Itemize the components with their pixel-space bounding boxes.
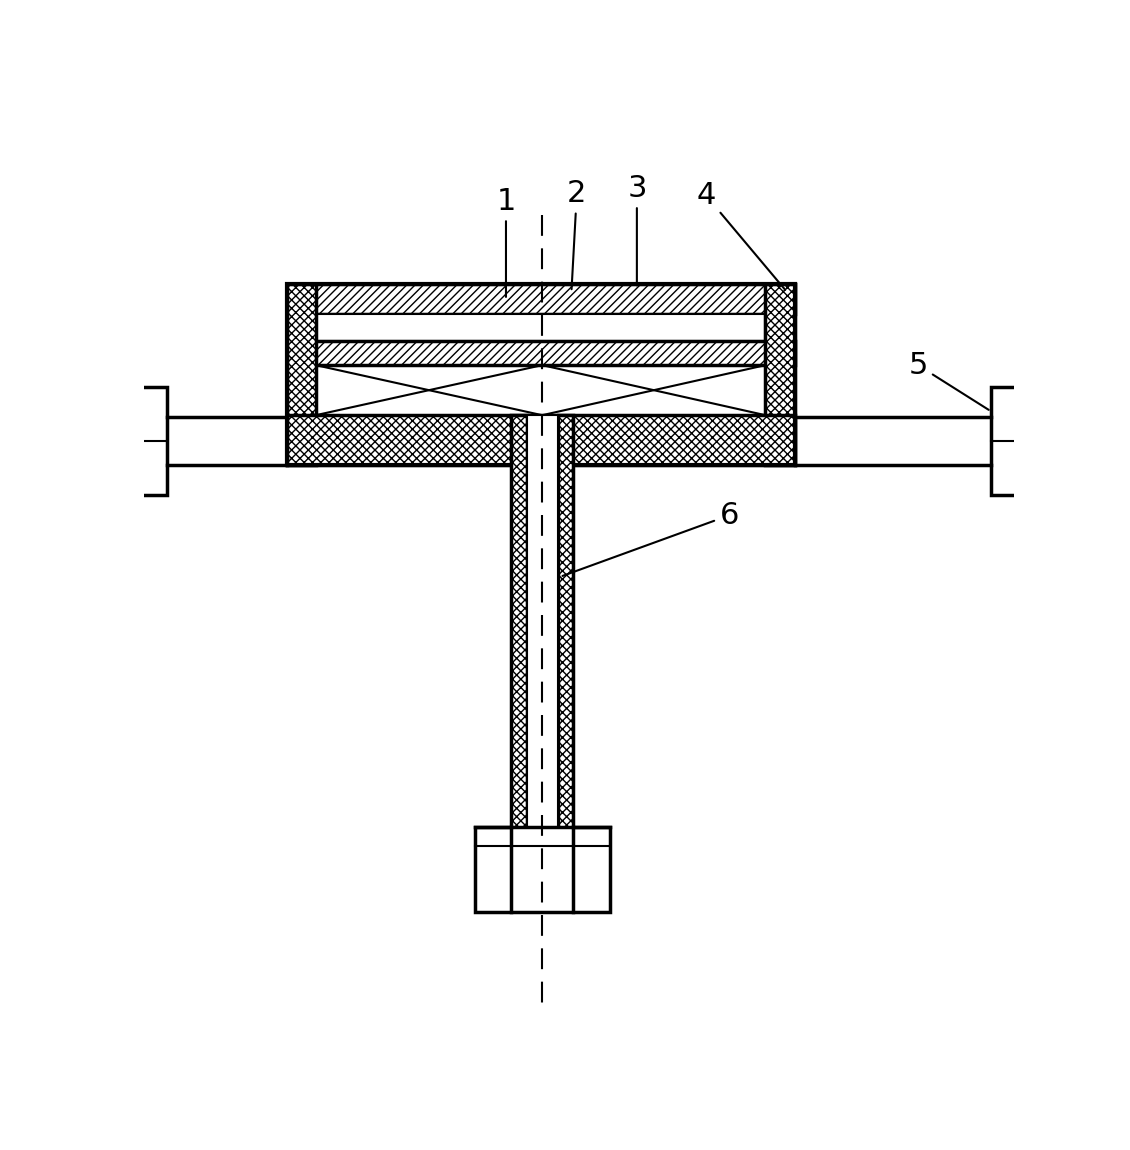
Bar xyxy=(315,314,765,340)
Bar xyxy=(991,386,1060,494)
Text: 4: 4 xyxy=(696,182,785,290)
Bar xyxy=(765,284,794,466)
Text: 3: 3 xyxy=(627,174,646,285)
Bar xyxy=(527,415,557,900)
Bar xyxy=(98,386,167,494)
Bar xyxy=(557,415,573,900)
Bar xyxy=(287,415,794,466)
Text: 2: 2 xyxy=(567,179,586,290)
Bar xyxy=(287,340,794,366)
Bar xyxy=(512,415,527,900)
Text: 1: 1 xyxy=(496,186,515,297)
Text: 5: 5 xyxy=(909,351,989,409)
Bar xyxy=(476,827,610,912)
Text: 6: 6 xyxy=(563,500,739,576)
Bar xyxy=(287,284,315,466)
Bar xyxy=(287,284,794,314)
Bar xyxy=(287,284,794,466)
